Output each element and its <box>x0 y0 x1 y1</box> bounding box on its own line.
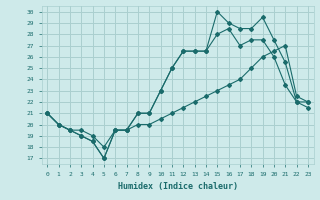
X-axis label: Humidex (Indice chaleur): Humidex (Indice chaleur) <box>118 182 237 191</box>
